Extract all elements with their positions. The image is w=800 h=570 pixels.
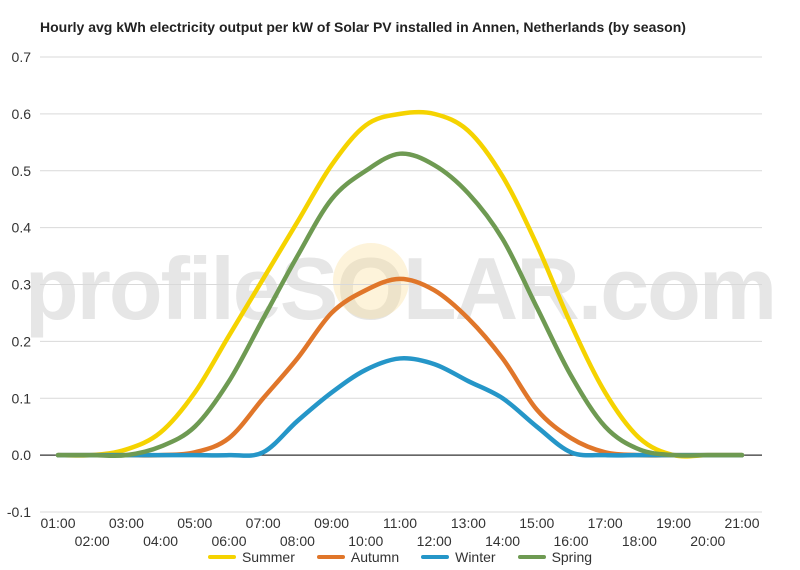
x-tick-label: 04:00	[143, 533, 178, 549]
y-tick-label: 0.1	[12, 390, 32, 406]
watermark-text: profileSOLAR.com	[24, 239, 777, 338]
legend-label: Winter	[455, 549, 496, 565]
legend-item-summer[interactable]: Summer	[207, 549, 295, 565]
y-tick-label: 0.2	[12, 333, 32, 349]
series-lines	[55, 109, 745, 459]
x-tick-label: 18:00	[622, 533, 657, 549]
x-tick-label: 10:00	[348, 533, 383, 549]
legend-label: Autumn	[350, 549, 400, 565]
legend-swatch	[207, 555, 236, 559]
x-tick-label: 17:00	[588, 515, 623, 531]
y-tick-label: 0.7	[12, 49, 32, 65]
y-axis-ticks: -0.1 0.0 0.1 0.2 0.3 0.4 0.5 0.6 0.7	[7, 49, 31, 520]
x-tick-label: 21:00	[724, 515, 759, 531]
x-tick-label: 20:00	[690, 533, 725, 549]
x-tick-label: 05:00	[177, 515, 212, 531]
y-tick-label: 0.5	[12, 163, 32, 179]
legend-label: Spring	[551, 549, 593, 565]
series-line-winter	[55, 356, 745, 458]
x-tick-label: 12:00	[417, 533, 452, 549]
legend-label: Summer	[241, 549, 295, 565]
series-line-autumn	[55, 276, 745, 458]
x-tick-label: 13:00	[451, 515, 486, 531]
x-tick-label: 02:00	[75, 533, 110, 549]
y-tick-label: 0.4	[12, 220, 32, 236]
legend: Summer Autumn Winter Spring	[0, 549, 800, 565]
chart-title: Hourly avg kWh electricity output per kW…	[40, 19, 686, 35]
x-tick-label: 07:00	[246, 515, 281, 531]
series-line-summer	[55, 109, 745, 459]
legend-swatch	[517, 555, 546, 559]
grid-lines	[40, 56, 762, 513]
x-tick-label: 15:00	[519, 515, 554, 531]
x-tick-label: 01:00	[40, 515, 75, 531]
x-tick-label: 19:00	[656, 515, 691, 531]
x-tick-label: 06:00	[211, 533, 246, 549]
legend-swatch	[316, 555, 345, 559]
y-tick-label: 0.3	[12, 277, 32, 293]
x-tick-label: 11:00	[383, 515, 417, 531]
x-tick-label: 09:00	[314, 515, 349, 531]
legend-item-autumn[interactable]: Autumn	[316, 549, 400, 565]
y-tick-label: -0.1	[7, 504, 31, 520]
legend-item-winter[interactable]: Winter	[421, 549, 496, 565]
y-tick-label: 0.0	[12, 447, 32, 463]
x-tick-label: 16:00	[553, 533, 588, 549]
y-tick-label: 0.6	[12, 106, 32, 122]
legend-item-spring[interactable]: Spring	[517, 549, 593, 565]
x-tick-label: 08:00	[280, 533, 315, 549]
series-line-spring	[55, 151, 745, 458]
x-tick-label: 03:00	[109, 515, 144, 531]
legend-swatch	[421, 555, 450, 559]
x-tick-label: 14:00	[485, 533, 520, 549]
